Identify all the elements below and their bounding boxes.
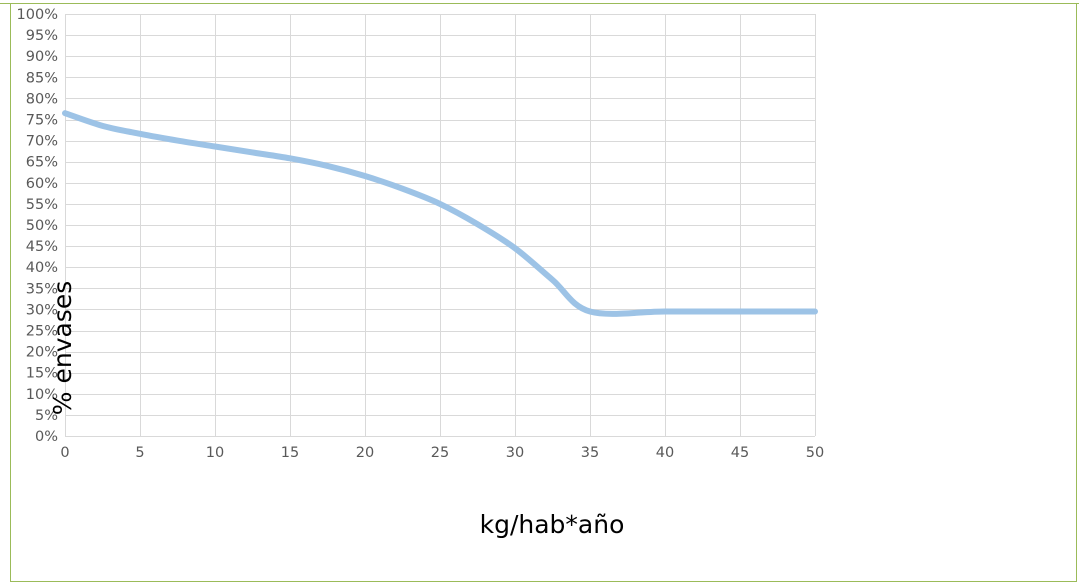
y-tick-label: 55% <box>26 197 58 213</box>
y-tick-labels: 0% 5% 10% 15% 20% 25% 30% 35% 40% 45% 50% 55% 60% 65%… <box>17 7 58 445</box>
y-tick-label: 50% <box>26 218 58 234</box>
x-tick-labels: 0 5 10 15 20 25 30 35 40 45 50 <box>60 445 824 461</box>
x-tick-label: 0 <box>60 445 69 461</box>
y-tick-label: 65% <box>26 155 58 171</box>
y-tick-label: 75% <box>26 113 58 129</box>
y-tick-label: 35% <box>26 281 58 297</box>
y-tick-label: 85% <box>26 70 58 86</box>
x-tick-label: 45 <box>731 445 749 461</box>
x-tick-label: 50 <box>806 445 824 461</box>
y-tick-label: 40% <box>26 260 58 276</box>
x-tick-label: 25 <box>431 445 449 461</box>
y-tick-label: 60% <box>26 176 58 192</box>
x-tick-label: 30 <box>506 445 524 461</box>
x-tick-label: 15 <box>281 445 299 461</box>
series-layer <box>62 110 818 317</box>
x-axis-title: kg/hab*año <box>480 510 625 539</box>
series-line-0 <box>62 110 818 317</box>
x-tick-label: 10 <box>206 445 224 461</box>
grid-lines <box>65 14 816 437</box>
x-tick-label: 20 <box>356 445 374 461</box>
y-tick-label: 25% <box>26 324 58 340</box>
y-tick-label: 0% <box>35 429 58 445</box>
y-tick-label: 70% <box>26 134 58 150</box>
x-tick-label: 5 <box>135 445 144 461</box>
x-tick-label: 35 <box>581 445 599 461</box>
y-tick-label: 100% <box>17 7 58 23</box>
y-tick-label: 20% <box>26 345 58 361</box>
y-tick-label: 30% <box>26 302 58 318</box>
y-tick-label: 90% <box>26 49 58 65</box>
y-tick-label: 45% <box>26 239 58 255</box>
y-tick-label: 10% <box>26 387 58 403</box>
x-tick-label: 40 <box>656 445 674 461</box>
y-tick-label: 80% <box>26 91 58 107</box>
chart-frame <box>10 3 1077 582</box>
y-tick-label: 15% <box>26 366 58 382</box>
y-tick-label: 95% <box>26 28 58 44</box>
y-axis-title: % envases <box>48 281 77 415</box>
y-tick-label: 5% <box>35 408 58 424</box>
